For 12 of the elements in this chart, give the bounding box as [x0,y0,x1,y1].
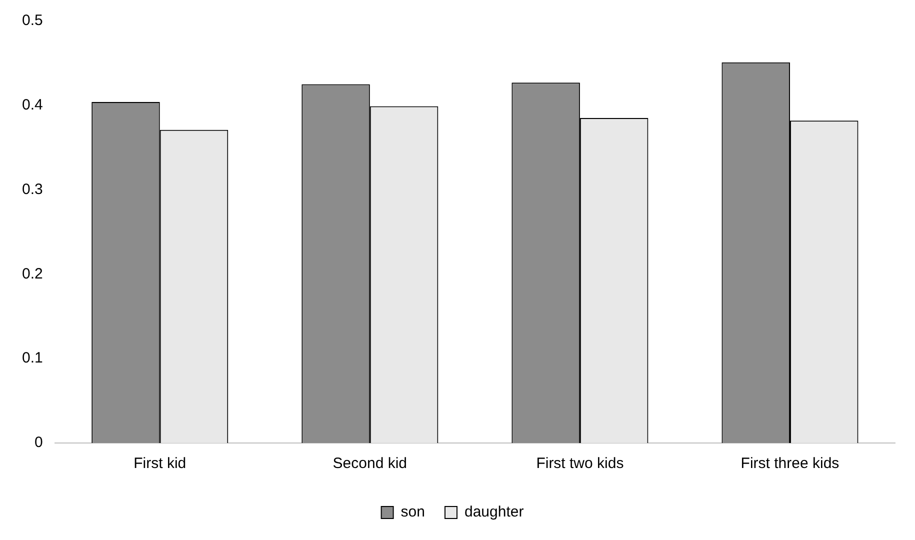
x-tick-label: Second kid [332,455,408,472]
y-tick-label: 0.1 [22,350,43,367]
y-tick-label: 0.3 [22,180,43,198]
x-tick-label: First three kids [740,455,840,472]
y-tick-label: 0.5 [22,12,43,30]
legend-label: daughter [464,504,524,521]
y-tick-label: 0 [34,434,43,452]
x-tick-label: First two kids [536,455,624,472]
x-tick-label: First kid [134,455,186,472]
y-tick-label: 0.4 [22,96,43,114]
y-tick-label: 0.2 [22,265,43,282]
legend-label: son [400,504,425,521]
